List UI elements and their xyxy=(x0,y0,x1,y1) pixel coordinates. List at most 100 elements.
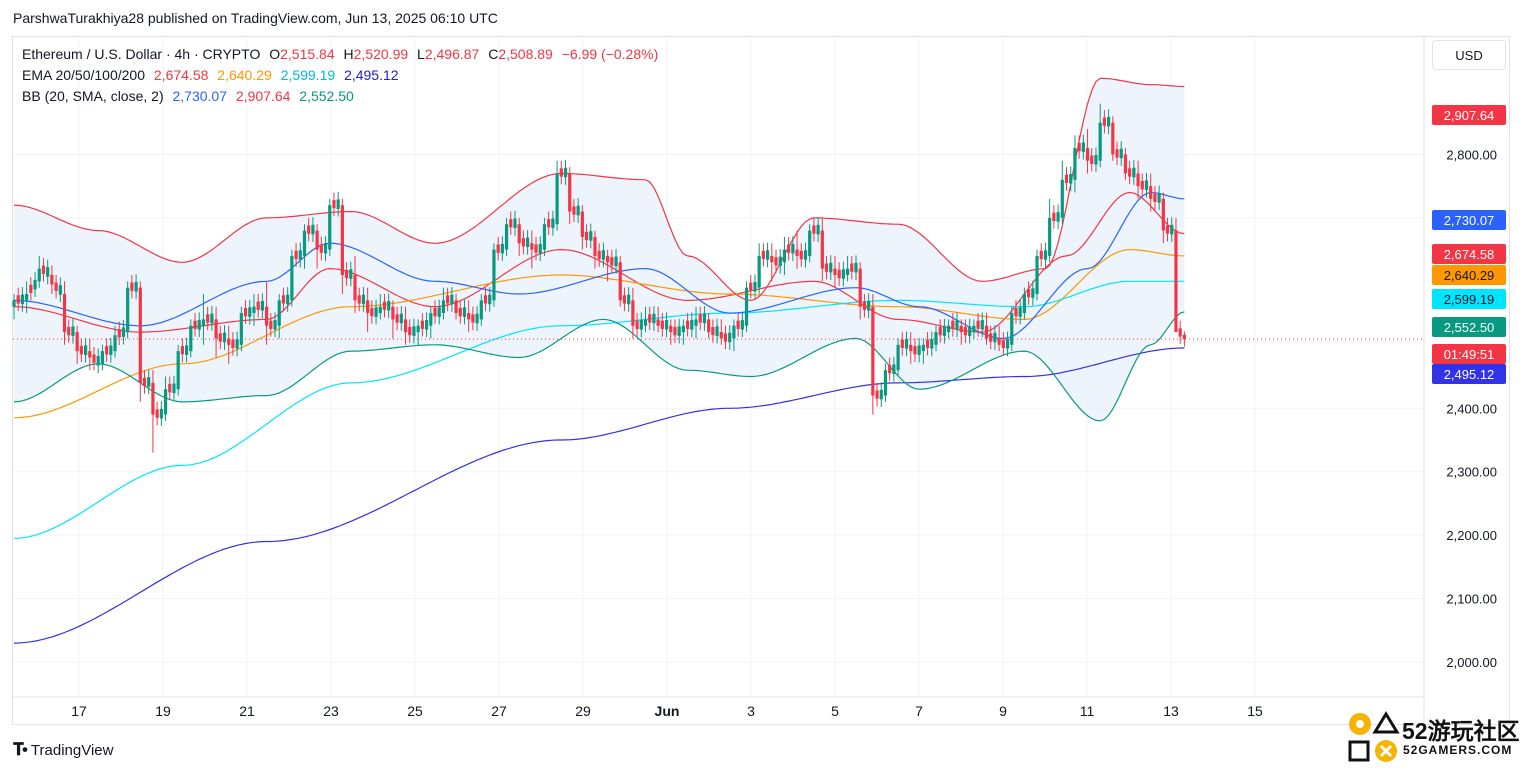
candle-body xyxy=(854,262,858,273)
candle-body xyxy=(803,250,808,260)
candle-body xyxy=(1165,225,1170,234)
candle-body xyxy=(222,332,227,343)
candle-body xyxy=(328,205,332,250)
y-tick-label: 2,100.00 xyxy=(1446,592,1497,607)
candle-body xyxy=(673,327,677,336)
x-tick-label: 11 xyxy=(1080,703,1095,719)
candle-body xyxy=(382,301,387,310)
candle-body xyxy=(862,301,867,310)
candle-body xyxy=(669,325,673,333)
candle-body xyxy=(332,200,336,209)
candle-body xyxy=(568,173,572,212)
price-tag-bb-lower: 2,552.50 xyxy=(1432,317,1506,337)
x-tick-label: 17 xyxy=(71,703,87,719)
bb-upper-line xyxy=(13,77,1185,302)
candle-body xyxy=(955,320,959,330)
price-tag-bg xyxy=(1432,265,1506,285)
candle-body xyxy=(41,265,46,274)
candle-body xyxy=(837,269,841,279)
candle-body xyxy=(1022,294,1026,314)
candle-body xyxy=(429,313,433,326)
high-value: 2,520.99 xyxy=(353,46,409,62)
candle-body xyxy=(138,287,142,383)
candle-body xyxy=(315,230,319,250)
candle-body xyxy=(311,224,315,235)
candle-body xyxy=(883,370,888,396)
candle-body xyxy=(1157,193,1161,203)
price-tag-bg xyxy=(1432,244,1506,264)
candle-body xyxy=(1090,155,1094,164)
candle-body xyxy=(904,339,909,349)
candle-body xyxy=(795,249,799,256)
candle-body xyxy=(353,274,357,301)
candle-body xyxy=(471,314,475,323)
x-tick-label: 7 xyxy=(915,703,923,719)
candle-body xyxy=(479,300,483,320)
candle-body xyxy=(1039,250,1043,260)
candle-body xyxy=(1182,334,1186,340)
price-tag-bg xyxy=(1432,344,1506,364)
candle-body xyxy=(210,313,214,324)
candle-body xyxy=(37,268,41,282)
candle-body xyxy=(83,345,88,355)
candle-body xyxy=(340,205,344,275)
currency-button[interactable]: USD xyxy=(1432,40,1506,70)
x-tick-label: 19 xyxy=(155,703,171,719)
candle-body xyxy=(488,294,492,305)
tradingview-logo[interactable]: 𝐓• TradingView xyxy=(13,740,113,760)
price-tag-text: 01:49:51 xyxy=(1444,347,1495,362)
candle-body xyxy=(757,255,761,288)
candle-body xyxy=(694,319,698,326)
candle-body xyxy=(319,244,323,253)
x-tick-label: 13 xyxy=(1163,703,1179,719)
candle-body xyxy=(841,269,845,279)
candle-body xyxy=(1140,181,1144,190)
candle-body xyxy=(265,306,269,326)
candle-body xyxy=(336,199,340,209)
y-tick-label: 2,300.00 xyxy=(1446,465,1497,480)
bb-basis-value: 2,730.07 xyxy=(172,88,228,104)
candle-body xyxy=(787,244,791,253)
candle-body xyxy=(374,307,378,317)
candle-body xyxy=(298,250,302,260)
candle-body xyxy=(307,225,311,234)
candle-body xyxy=(820,230,824,269)
price-tag-bg xyxy=(1432,317,1506,337)
low-label: L xyxy=(417,46,425,62)
candle-body xyxy=(698,314,702,323)
candle-body xyxy=(888,365,892,374)
candle-body xyxy=(441,300,446,314)
ema-50-line xyxy=(13,248,1185,419)
candle-body xyxy=(172,383,176,394)
candle-body xyxy=(294,250,298,260)
candle-body xyxy=(1123,154,1128,174)
candle-body xyxy=(260,301,264,311)
price-tag-text: 2,730.07 xyxy=(1444,213,1495,228)
candle-body xyxy=(740,320,744,330)
candle-body xyxy=(218,333,222,342)
candle-body xyxy=(180,346,184,355)
candle-body xyxy=(589,231,593,241)
symbol-title[interactable]: Ethereum / U.S. Dollar · 4h · CRYPTO xyxy=(22,46,261,62)
candle-body xyxy=(454,300,458,314)
bb-upper-value: 2,907.64 xyxy=(235,88,291,104)
legend-bb-row: BB (20, SMA, close, 2) 2,730.07 2,907.64… xyxy=(22,86,663,107)
ema-label[interactable]: EMA 20/50/100/200 xyxy=(22,67,145,83)
candle-body xyxy=(976,320,980,329)
bb-label[interactable]: BB (20, SMA, close, 2) xyxy=(22,88,164,104)
candle-body xyxy=(395,314,399,323)
candle-body xyxy=(277,300,281,326)
candle-body xyxy=(1153,193,1157,202)
candle-body xyxy=(664,320,669,330)
candle-body xyxy=(29,284,33,293)
candle-body xyxy=(1111,122,1115,155)
candle-body xyxy=(33,279,37,290)
candle-body xyxy=(686,320,690,329)
tradingview-icon: 𝐓• xyxy=(13,740,28,759)
candle-body xyxy=(159,408,163,419)
candle-body xyxy=(142,377,147,387)
candle-body xyxy=(509,219,513,228)
candle-body xyxy=(660,320,664,329)
candle-body xyxy=(387,301,391,311)
